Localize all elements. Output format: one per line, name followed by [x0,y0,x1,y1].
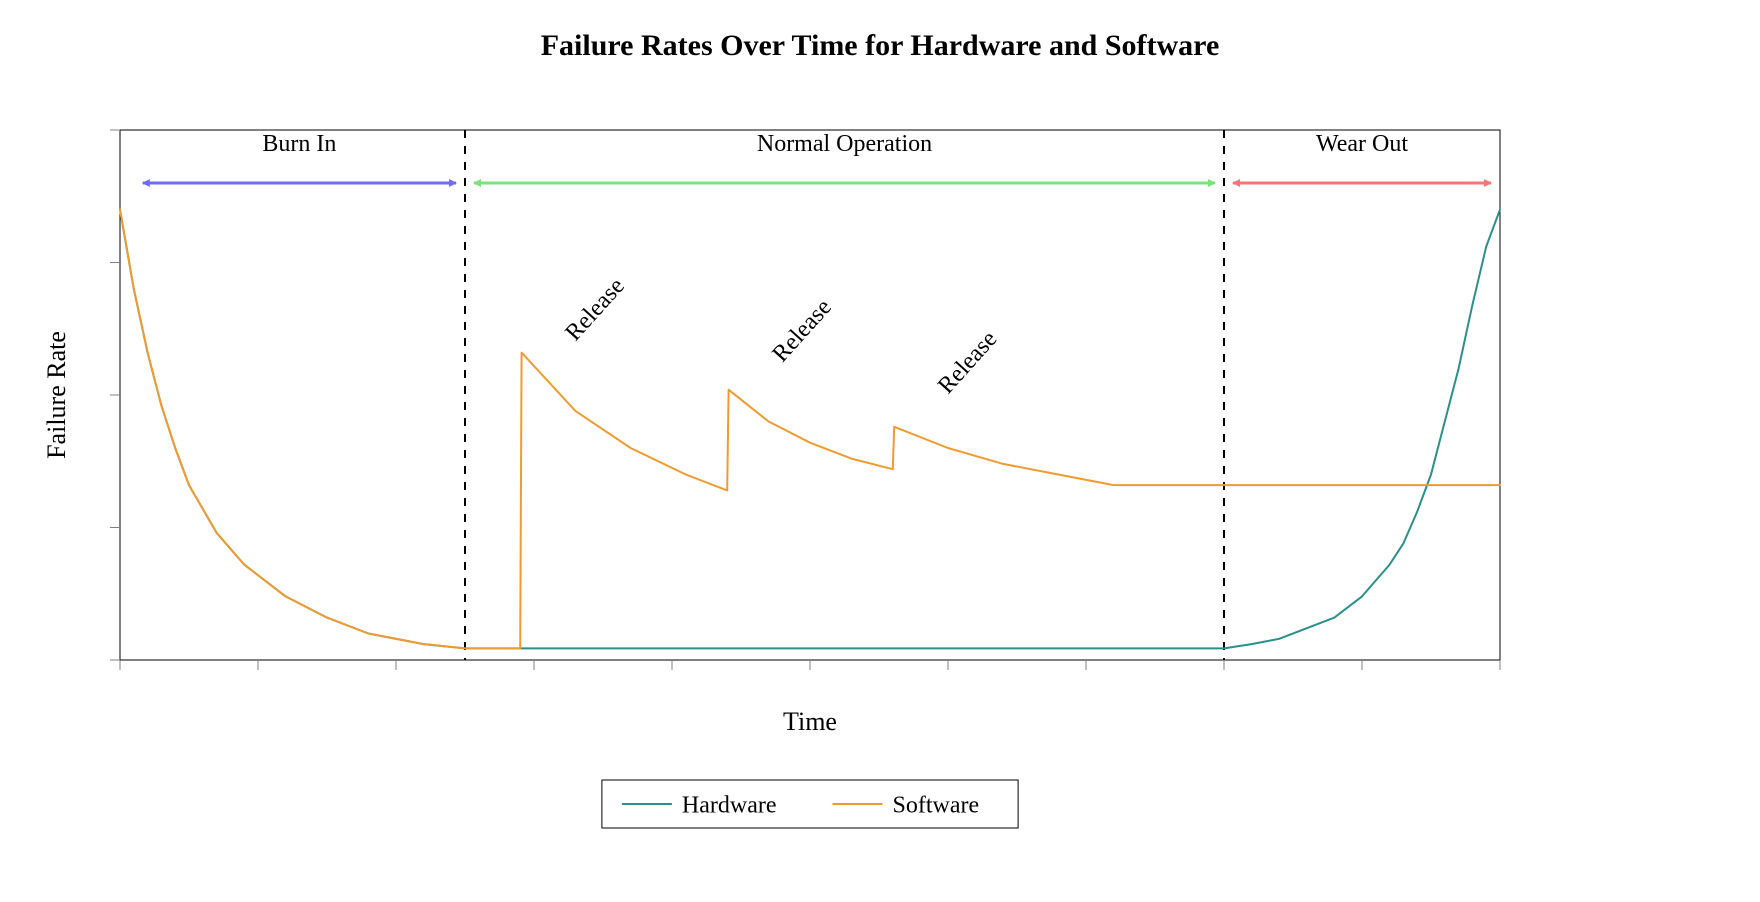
phase-label: Wear Out [1316,131,1408,157]
phase-label: Burn In [262,131,336,157]
chart-title: Failure Rates Over Time for Hardware and… [541,29,1220,62]
y-axis-label: Failure Rate [42,331,71,459]
chart: Failure Rates Over Time for Hardware and… [0,0,1760,902]
legend-label: Software [893,792,980,818]
phase-label: Normal Operation [757,131,932,157]
legend-label: Hardware [682,792,777,818]
x-axis-label: Time [783,707,837,736]
